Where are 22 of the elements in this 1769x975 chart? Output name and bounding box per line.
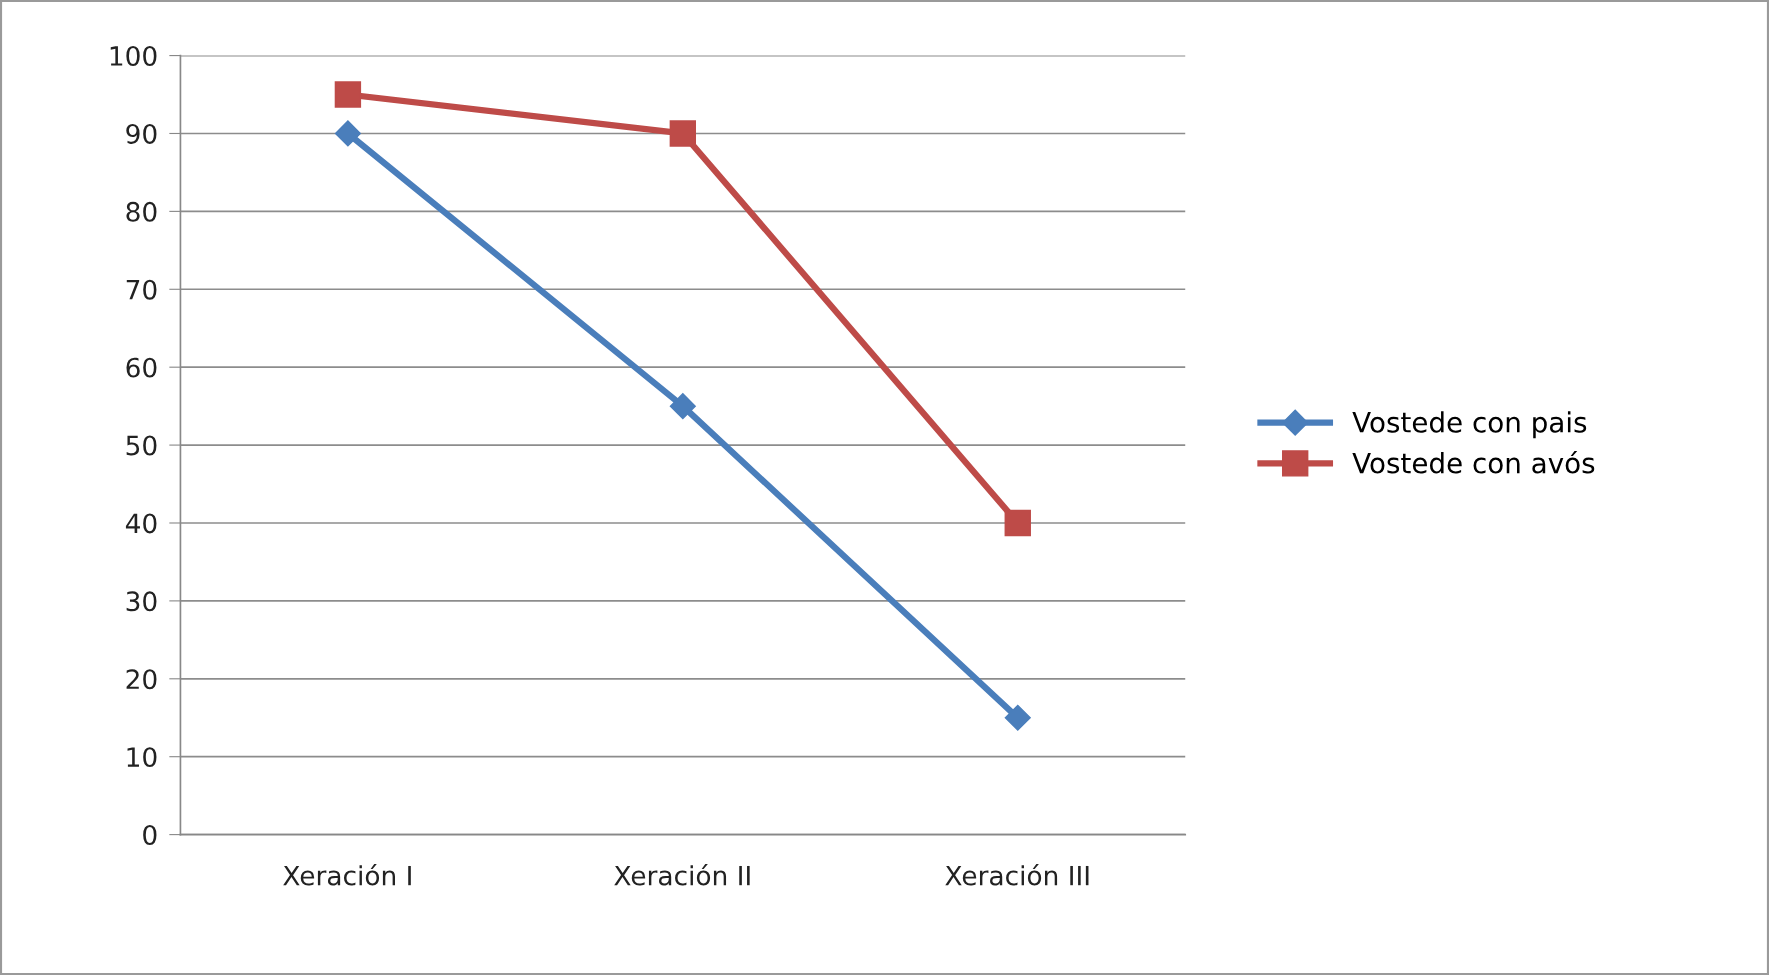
y-tick-label: 30 bbox=[126, 591, 157, 612]
y-tick-label: 50 bbox=[126, 435, 157, 456]
y-tick-label: 10 bbox=[127, 747, 157, 768]
x-tick-label: Xeración II bbox=[614, 864, 750, 886]
y-tick-label: 20 bbox=[126, 669, 157, 690]
x-tick-label: Xeración I bbox=[283, 864, 411, 886]
y-tick-label: 70 bbox=[126, 279, 157, 300]
y-tick-label: 40 bbox=[125, 513, 157, 534]
x-tick-label: Xeración III bbox=[945, 864, 1089, 886]
y-tick-label: 80 bbox=[126, 201, 157, 222]
legend-label: Vostede con avós bbox=[1352, 450, 1595, 474]
y-tick-label: 90 bbox=[126, 123, 157, 144]
legend-label: Vostede con pais bbox=[1352, 411, 1587, 439]
y-tick-label: 60 bbox=[126, 357, 157, 378]
point bbox=[1004, 704, 1031, 731]
y-tick-label: 0 bbox=[143, 825, 157, 845]
point bbox=[669, 393, 696, 420]
point bbox=[334, 81, 362, 108]
point bbox=[334, 120, 361, 147]
point bbox=[669, 120, 697, 147]
point bbox=[1004, 509, 1031, 537]
y-tick-label: 100 bbox=[110, 46, 157, 66]
